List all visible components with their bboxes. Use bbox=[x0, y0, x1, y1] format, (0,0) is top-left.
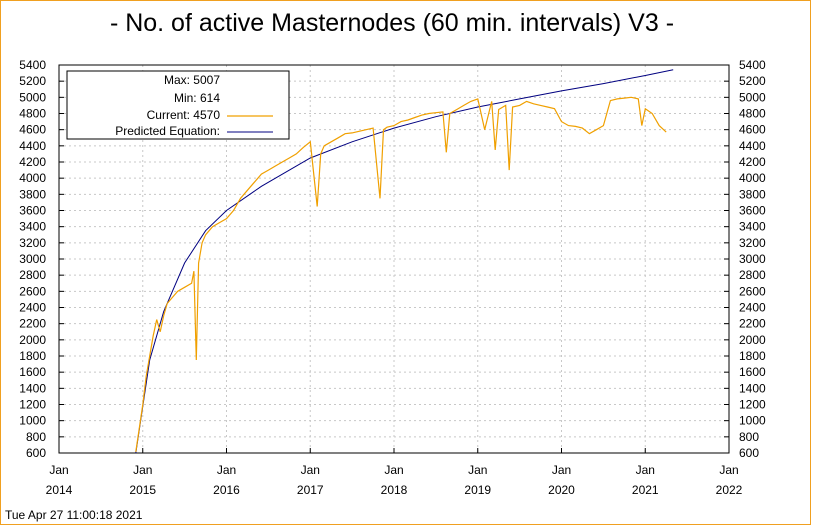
x-tick-label-month: Jan bbox=[636, 463, 655, 477]
y-tick-label-right: 2400 bbox=[739, 301, 766, 315]
y-tick-label-left: 3800 bbox=[19, 187, 46, 201]
y-tick-label-right: 2600 bbox=[739, 284, 766, 298]
y-tick-label-right: 800 bbox=[739, 430, 759, 444]
x-tick-label-month: Jan bbox=[719, 463, 738, 477]
x-tick-label-month: Jan bbox=[133, 463, 152, 477]
y-tick-label-right: 5000 bbox=[739, 90, 766, 104]
y-tick-label-right: 1600 bbox=[739, 365, 766, 379]
y-tick-label-left: 5400 bbox=[19, 58, 46, 72]
x-tick-label-year: 2022 bbox=[716, 483, 743, 497]
legend-predicted: Predicted Equation: bbox=[115, 124, 220, 138]
legend-box bbox=[66, 70, 290, 140]
y-tick-label-left: 2000 bbox=[19, 333, 46, 347]
y-tick-label-left: 1400 bbox=[19, 381, 46, 395]
x-tick-label-month: Jan bbox=[49, 463, 68, 477]
predicted-equation-line bbox=[135, 69, 674, 454]
y-tick-label-left: 2600 bbox=[19, 284, 46, 298]
y-tick-label-left: 4800 bbox=[19, 107, 46, 121]
y-tick-label-left: 4000 bbox=[19, 171, 46, 185]
y-tick-label-right: 5400 bbox=[739, 58, 766, 72]
x-tick-label-year: 2014 bbox=[46, 483, 73, 497]
y-axis-left: 600 800 1000 1200 1400 1600 1800 2000 2200 2400 26… bbox=[19, 58, 64, 460]
y-tick-label-left: 2200 bbox=[19, 317, 46, 331]
y-tick-label-left: 3400 bbox=[19, 220, 46, 234]
y-tick-label-right: 4000 bbox=[739, 171, 766, 185]
y-tick-label-left: 5200 bbox=[19, 74, 46, 88]
y-tick-label-right: 600 bbox=[739, 446, 759, 460]
x-tick-label-month: Jan bbox=[301, 463, 320, 477]
y-tick-label-left: 4200 bbox=[19, 155, 46, 169]
y-tick-label-left: 3600 bbox=[19, 204, 46, 218]
x-tick-label-year: 2018 bbox=[381, 483, 408, 497]
x-tick-label-year: 2021 bbox=[632, 483, 659, 497]
x-tick-label-month: Jan bbox=[552, 463, 571, 477]
y-tick-label-left: 1200 bbox=[19, 398, 46, 412]
y-tick-label-left: 3200 bbox=[19, 236, 46, 250]
y-tick-label-right: 1200 bbox=[739, 398, 766, 412]
footer-timestamp: Tue Apr 27 11:00:18 2021 bbox=[5, 508, 143, 522]
chart-title: - No. of active Masternodes (60 min. int… bbox=[110, 9, 674, 37]
y-tick-label-right: 1000 bbox=[739, 414, 766, 428]
y-tick-label-left: 1000 bbox=[19, 414, 46, 428]
y-tick-label-right: 1800 bbox=[739, 349, 766, 363]
x-tick-label-month: Jan bbox=[384, 463, 403, 477]
current-line bbox=[135, 96, 667, 452]
y-tick-label-right: 4800 bbox=[739, 107, 766, 121]
y-tick-label-left: 3000 bbox=[19, 252, 46, 266]
x-axis: Jan 2014 Jan 2015 Jan 2016 Jan 2017 Jan 2018 Jan 20… bbox=[46, 448, 743, 497]
x-tick-label-year: 2015 bbox=[129, 483, 156, 497]
y-tick-label-right: 3000 bbox=[739, 252, 766, 266]
y-tick-label-right: 4600 bbox=[739, 123, 766, 137]
legend-current: Current: 4570 bbox=[147, 108, 221, 122]
y-tick-label-right: 3200 bbox=[739, 236, 766, 250]
y-tick-label-right: 3400 bbox=[739, 220, 766, 234]
x-tick-label-year: 2019 bbox=[464, 483, 491, 497]
x-tick-label-year: 2017 bbox=[297, 483, 324, 497]
x-tick-label-month: Jan bbox=[217, 463, 236, 477]
y-tick-label-left: 800 bbox=[26, 430, 46, 444]
y-axis-right: 600 800 1000 1200 1400 1600 1800 2000 2200 2400 26… bbox=[724, 58, 766, 460]
y-tick-label-right: 3800 bbox=[739, 187, 766, 201]
y-tick-label-right: 2200 bbox=[739, 317, 766, 331]
y-tick-label-right: 5200 bbox=[739, 74, 766, 88]
y-tick-label-left: 600 bbox=[26, 446, 46, 460]
y-tick-label-right: 4200 bbox=[739, 155, 766, 169]
legend: Max: 5007 Min: 614 Current: 4570 Predict… bbox=[66, 70, 290, 140]
legend-max: Max: 5007 bbox=[164, 73, 220, 87]
x-tick-label-year: 2020 bbox=[548, 483, 575, 497]
y-tick-label-right: 1400 bbox=[739, 381, 766, 395]
y-tick-label-left: 4600 bbox=[19, 123, 46, 137]
x-tick-label-year: 2016 bbox=[213, 483, 240, 497]
y-tick-label-left: 4400 bbox=[19, 139, 46, 153]
legend-min: Min: 614 bbox=[174, 91, 220, 105]
y-tick-label-left: 1600 bbox=[19, 365, 46, 379]
y-tick-label-left: 5000 bbox=[19, 90, 46, 104]
y-tick-label-left: 2800 bbox=[19, 268, 46, 282]
y-tick-label-right: 3600 bbox=[739, 204, 766, 218]
y-tick-label-right: 2000 bbox=[739, 333, 766, 347]
y-tick-label-right: 2800 bbox=[739, 268, 766, 282]
y-tick-label-left: 1800 bbox=[19, 349, 46, 363]
x-tick-label-month: Jan bbox=[468, 463, 487, 477]
y-tick-label-right: 4400 bbox=[739, 139, 766, 153]
y-tick-label-left: 2400 bbox=[19, 301, 46, 315]
